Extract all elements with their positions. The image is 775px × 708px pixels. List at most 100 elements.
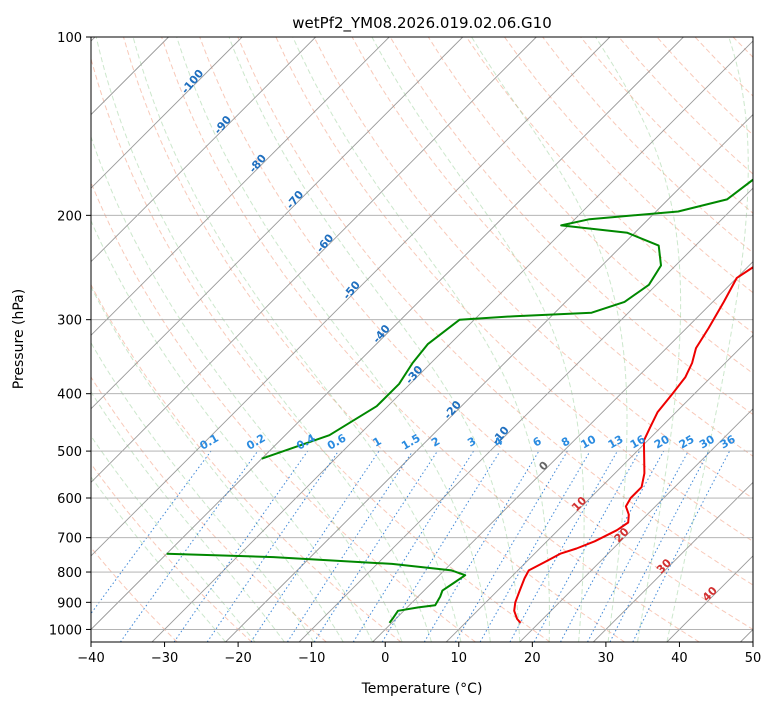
- dry-adiabat: [771, 37, 775, 642]
- dry-adiabat: [389, 37, 753, 416]
- mixing-ratio-line: [119, 450, 259, 642]
- isotherm-label: 30: [654, 556, 674, 576]
- moist-adiabat: [666, 37, 749, 642]
- isotherm-label: -60: [314, 231, 337, 255]
- moist-adiabat: [91, 390, 285, 642]
- moist-adiabat: [91, 341, 315, 642]
- isotherm-label: -30: [403, 363, 426, 387]
- background-lines: [91, 37, 775, 642]
- isotherm-label: 40: [700, 584, 720, 604]
- mixing-ratio-line: [632, 450, 731, 642]
- y-tick-label: 400: [57, 388, 82, 403]
- plot-frame: [90, 36, 754, 643]
- y-tick-label: 600: [57, 492, 82, 507]
- mixing-ratio-label: 3: [465, 435, 478, 450]
- mixing-ratio-label: 30: [697, 432, 717, 451]
- mixing-ratio-label: 8: [559, 435, 572, 450]
- x-tick-label: 50: [745, 651, 762, 666]
- isotherm: [91, 37, 464, 410]
- moist-adiabat: [95, 37, 432, 642]
- isotherm-label: 10: [569, 494, 589, 514]
- profile-lines: [166, 178, 753, 624]
- x-tick-label: 10: [451, 651, 468, 666]
- isotherm-label: -70: [284, 188, 307, 212]
- mixing-ratio-line: [91, 450, 212, 615]
- x-tick-label: −40: [77, 651, 104, 666]
- moist-adiabat: [91, 435, 256, 642]
- isotherm: [91, 37, 684, 631]
- isotherm: [91, 37, 390, 336]
- x-tick-label: −30: [151, 651, 178, 666]
- mixing-ratio-label: 36: [718, 432, 738, 451]
- y-tick-label: 800: [57, 566, 82, 581]
- moist-adiabat: [132, 37, 462, 642]
- dry-adiabat: [465, 37, 753, 334]
- isotherm-label: 20: [612, 525, 632, 545]
- isotherm-label: -80: [246, 152, 269, 176]
- isotherm-label: -10: [489, 424, 512, 448]
- line-labels: 0.1 0.2 0.4 0.6 1 1.5 2 3 4 6 8 10 13 16 20 25 30 36-100-…: [179, 67, 738, 604]
- isotherm: [91, 37, 611, 557]
- mixing-ratio-label: 6: [531, 434, 544, 449]
- mixing-ratio-line: [286, 450, 414, 642]
- x-tick-label: 30: [598, 651, 615, 666]
- y-tick-label: 500: [57, 445, 82, 460]
- mixing-ratio-label: 0.4: [294, 431, 318, 452]
- dry-adiabat: [91, 463, 253, 642]
- dry-adiabat: [91, 546, 178, 642]
- moist-adiabat: [91, 219, 374, 642]
- dry-adiabat: [237, 37, 753, 586]
- isotherm: [519, 408, 753, 642]
- dry-adiabat: [91, 283, 402, 642]
- moist-adiabat: [471, 37, 628, 642]
- y-tick-label: 900: [57, 596, 82, 611]
- mixing-ratio-label: 25: [677, 433, 697, 452]
- dry-adiabat: [91, 376, 327, 642]
- x-tick-label: −20: [224, 651, 251, 666]
- isotherm: [298, 187, 753, 642]
- moist-adiabat: [292, 37, 550, 642]
- dry-adiabat: [694, 37, 753, 97]
- moist-adiabat: [91, 476, 226, 642]
- moist-adiabat: [595, 37, 682, 642]
- y-tick-label: 200: [57, 209, 82, 224]
- mixing-ratio-label: 13: [606, 433, 626, 452]
- dry-adiabat: [504, 37, 753, 294]
- dry-adiabat: [199, 37, 753, 630]
- mixing-ratio-line: [587, 450, 689, 642]
- mixing-ratio-line: [250, 450, 380, 642]
- dewpoint-line: [166, 178, 753, 624]
- y-axis-label: Pressure (hPa): [11, 289, 27, 389]
- y-tick-label: 700: [57, 532, 82, 547]
- dry-adiabat: [618, 37, 753, 175]
- mixing-ratio-line: [509, 450, 618, 642]
- mixing-ratio-line: [454, 450, 568, 642]
- mixing-ratio-label: 1.5: [399, 432, 422, 453]
- dry-adiabat: [313, 37, 753, 500]
- mixing-ratio-label: 10: [578, 432, 598, 451]
- mixing-ratio-label: 1: [371, 435, 384, 450]
- dry-adiabat: [351, 37, 753, 457]
- isotherm-label: -40: [370, 322, 393, 346]
- isotherm: [593, 481, 753, 642]
- moist-adiabat: [91, 285, 344, 642]
- x-tick-label: 0: [381, 651, 389, 666]
- y-tick-label: 100: [57, 31, 82, 46]
- mixing-ratio-label: 0.1: [198, 432, 221, 453]
- isotherm: [666, 555, 753, 642]
- x-tick-label: 40: [671, 651, 688, 666]
- isotherm: [445, 334, 753, 642]
- isotherm-label: -50: [340, 278, 363, 302]
- isotherm: [151, 40, 753, 642]
- temperature-line: [513, 266, 753, 624]
- isotherm: [225, 113, 753, 642]
- mixing-ratio-line: [352, 450, 475, 642]
- x-tick-label: 20: [524, 651, 541, 666]
- mixing-ratio-line: [173, 450, 309, 642]
- mixing-ratio-line: [560, 450, 665, 642]
- mixing-ratio-line: [206, 450, 339, 642]
- y-tick-label: 300: [57, 314, 82, 329]
- isotherm-label: -100: [179, 67, 207, 97]
- isotherm: [91, 37, 537, 483]
